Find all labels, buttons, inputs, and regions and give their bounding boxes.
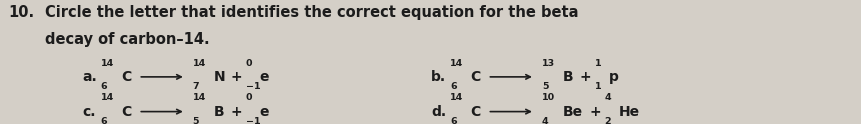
Text: C: C	[470, 70, 480, 84]
Text: 14: 14	[101, 59, 114, 68]
Text: C: C	[470, 105, 480, 119]
Text: c.: c.	[82, 105, 96, 119]
Text: 2: 2	[604, 117, 610, 124]
Text: 4: 4	[542, 117, 548, 124]
Text: 6: 6	[449, 82, 456, 92]
Text: 0: 0	[245, 59, 252, 68]
Text: 10.: 10.	[9, 5, 34, 20]
Text: B: B	[214, 105, 224, 119]
Text: He: He	[618, 105, 639, 119]
Text: 14: 14	[101, 93, 114, 102]
Text: a.: a.	[82, 70, 96, 84]
Text: +: +	[230, 70, 241, 84]
Text: +: +	[230, 105, 241, 119]
Text: +: +	[589, 105, 600, 119]
Text: 1: 1	[594, 82, 601, 92]
Text: 7: 7	[193, 82, 199, 92]
Text: b.: b.	[430, 70, 446, 84]
Text: 1: 1	[594, 59, 601, 68]
Text: N: N	[214, 70, 225, 84]
Text: decay of carbon–14.: decay of carbon–14.	[45, 32, 209, 47]
Text: 4: 4	[604, 93, 610, 102]
Text: B: B	[562, 70, 573, 84]
Text: 5: 5	[542, 82, 548, 92]
Text: C: C	[121, 105, 132, 119]
Text: −1: −1	[245, 117, 260, 124]
Text: −1: −1	[245, 82, 260, 92]
Text: 14: 14	[449, 93, 462, 102]
Text: 14: 14	[193, 93, 206, 102]
Text: 13: 13	[542, 59, 554, 68]
Text: C: C	[121, 70, 132, 84]
Text: 6: 6	[449, 117, 456, 124]
Text: +: +	[579, 70, 590, 84]
Text: 6: 6	[101, 82, 108, 92]
Text: d.: d.	[430, 105, 446, 119]
Text: Be: Be	[562, 105, 582, 119]
Text: 6: 6	[101, 117, 108, 124]
Text: 14: 14	[193, 59, 206, 68]
Text: 5: 5	[193, 117, 199, 124]
Text: 14: 14	[449, 59, 462, 68]
Text: 10: 10	[542, 93, 554, 102]
Text: e: e	[259, 70, 269, 84]
Text: p: p	[608, 70, 617, 84]
Text: 0: 0	[245, 93, 252, 102]
Text: Circle the letter that identifies the correct equation for the beta: Circle the letter that identifies the co…	[45, 5, 578, 20]
Text: e: e	[259, 105, 269, 119]
